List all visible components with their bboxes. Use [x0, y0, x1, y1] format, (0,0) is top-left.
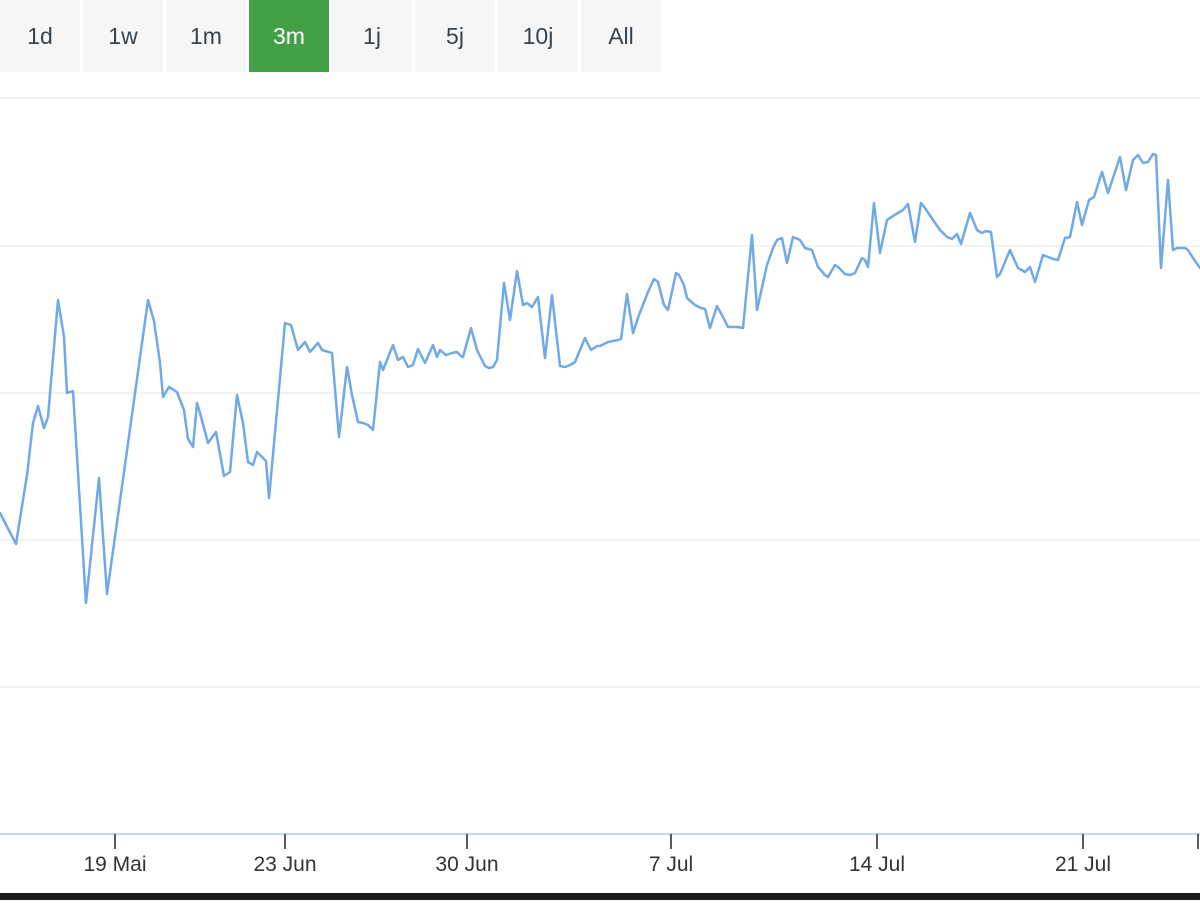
- range-button-3m[interactable]: 3m: [249, 0, 329, 72]
- bottom-bar: [0, 893, 1200, 900]
- range-button-1j[interactable]: 1j: [332, 0, 412, 72]
- x-tick-label: 30 Jun: [435, 853, 498, 876]
- x-tick-label: 21 Jul: [1055, 853, 1111, 876]
- range-selector: 1d 1w 1m 3m 1j 5j 10j All: [0, 0, 661, 72]
- range-button-5j[interactable]: 5j: [415, 0, 495, 72]
- x-tick-label: 7 Jul: [649, 853, 693, 876]
- range-button-1m[interactable]: 1m: [166, 0, 246, 72]
- x-tick-label: 23 Jun: [253, 853, 316, 876]
- price-line: [0, 152, 1200, 605]
- x-tick-label: 19 Mai: [83, 853, 146, 876]
- x-tick-label: 14 Jul: [849, 853, 905, 876]
- range-button-all[interactable]: All: [581, 0, 661, 72]
- range-button-1d[interactable]: 1d: [0, 0, 80, 72]
- range-button-1w[interactable]: 1w: [83, 0, 163, 72]
- range-button-10j[interactable]: 10j: [498, 0, 578, 72]
